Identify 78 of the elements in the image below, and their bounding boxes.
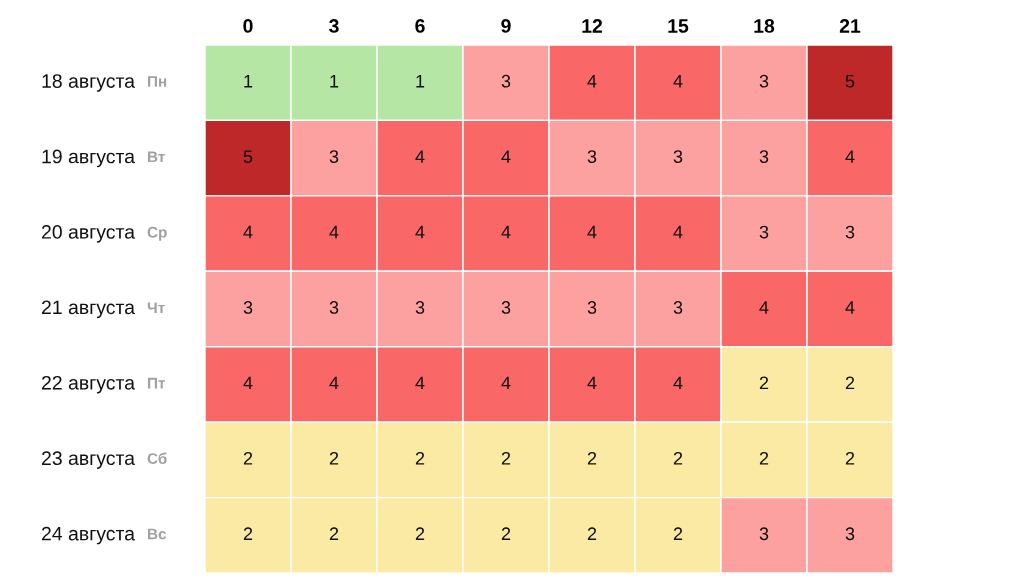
data-label: 4: [845, 301, 855, 314]
data-label: 2: [673, 451, 683, 465]
data-label: 2: [415, 527, 425, 540]
data-label: 4: [243, 225, 253, 239]
data-label: 3: [329, 301, 339, 314]
data-label: 3: [845, 225, 855, 239]
y-tick-label: 22 августа: [41, 375, 136, 394]
y2-tick-label: Пт: [148, 377, 166, 389]
data-label: 3: [759, 74, 769, 88]
data-label: 2: [243, 527, 253, 540]
data-label: 4: [587, 225, 597, 239]
data-label: 3: [415, 301, 425, 314]
y-tick-label: 18 августа: [42, 74, 136, 92]
data-label: 2: [501, 451, 511, 465]
data-label: 3: [501, 74, 511, 88]
data-label: 4: [673, 225, 683, 239]
data-label: 2: [329, 451, 339, 465]
data-label: 3: [759, 225, 769, 239]
data-label: 2: [501, 527, 511, 540]
data-label: 3: [243, 301, 253, 314]
data-label: 2: [759, 376, 769, 390]
data-label: 4: [329, 376, 339, 390]
y2-tick-label: Вт: [148, 151, 165, 163]
data-label: 2: [845, 376, 855, 390]
x-tick-label: 15: [668, 19, 689, 33]
data-label: 4: [845, 150, 855, 163]
data-label: 4: [759, 301, 769, 314]
data-label: 4: [501, 150, 511, 163]
data-label: 4: [415, 225, 425, 239]
y2-tick-label: Пн: [148, 76, 167, 87]
data-label: 2: [673, 527, 683, 540]
data-label: 2: [329, 527, 339, 540]
y2-tick-label: Ср: [147, 226, 167, 241]
data-label: 4: [501, 376, 511, 390]
data-label: 3: [587, 301, 597, 314]
x-tick-label: 6: [415, 19, 425, 33]
data-label: 3: [759, 527, 769, 541]
data-label: 3: [673, 150, 683, 163]
data-label: 3: [845, 527, 855, 541]
data-label: 5: [243, 150, 253, 163]
data-label: 5: [845, 74, 855, 88]
x-tick-label: 21: [839, 19, 861, 33]
data-label: 1: [244, 74, 253, 88]
y-tick-label: 21 августа: [41, 300, 136, 319]
data-label: 2: [587, 451, 597, 465]
x-tick-label: 9: [501, 19, 511, 33]
data-label: 3: [587, 150, 597, 163]
x-tick-label: 3: [329, 19, 339, 33]
data-label: 4: [243, 376, 253, 390]
data-label: 4: [415, 376, 425, 390]
data-label: 4: [415, 150, 425, 163]
y2-tick-label: Вс: [148, 528, 167, 540]
y2-tick-label: Чт: [147, 302, 165, 313]
data-label: 3: [759, 150, 769, 163]
data-label: 1: [330, 74, 339, 88]
data-label: 2: [587, 527, 597, 540]
x-tick-label: 12: [582, 19, 603, 33]
data-label: 3: [501, 301, 511, 314]
y-tick-label: 23 августа: [41, 451, 136, 469]
x-tick-label: 0: [243, 19, 253, 33]
data-label: 2: [845, 451, 855, 465]
data-label: 4: [587, 74, 597, 88]
data-label: 2: [415, 451, 425, 465]
data-label: 1: [416, 74, 425, 88]
data-label: 2: [243, 451, 253, 465]
y-tick-label: 20 августа: [41, 225, 136, 243]
x-tick-label: 18: [754, 19, 775, 33]
y-tick-label: 24 августа: [41, 526, 136, 545]
y2-tick-label: Сб: [147, 452, 167, 464]
data-label: 4: [329, 225, 339, 239]
data-label: 3: [673, 301, 683, 314]
data-label: 4: [673, 74, 683, 88]
data-label: 3: [329, 150, 339, 163]
y-tick-label: 19 августа: [42, 149, 136, 168]
data-label: 4: [501, 225, 511, 239]
data-label: 4: [673, 376, 683, 390]
data-label: 2: [759, 451, 769, 465]
data-label: 4: [587, 376, 597, 390]
